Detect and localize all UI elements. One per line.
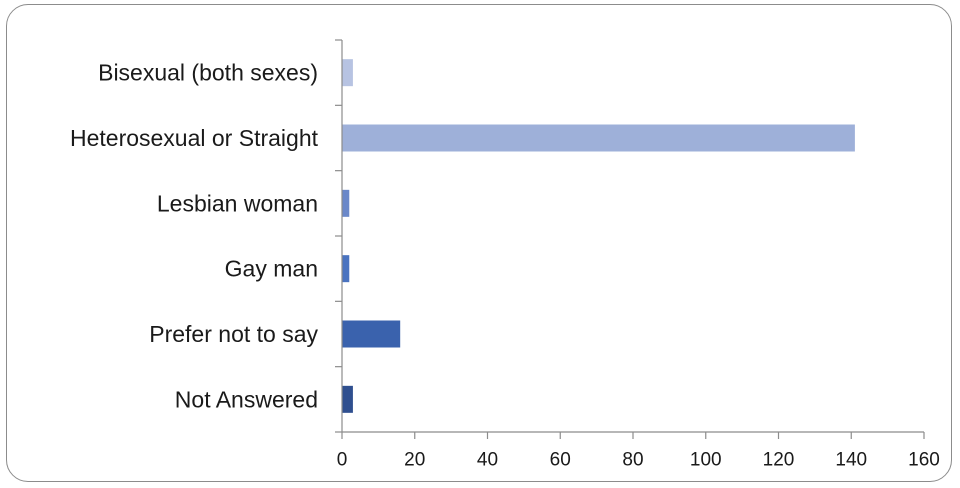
category-label: Heterosexual or Straight <box>70 125 319 151</box>
bar <box>342 255 350 283</box>
x-tick-label: 140 <box>835 450 867 471</box>
category-label: Gay man <box>225 256 318 282</box>
bar <box>342 59 353 87</box>
category-label: Prefer not to say <box>149 321 318 347</box>
x-tick-label: 120 <box>763 450 795 471</box>
x-tick-label: 80 <box>622 450 643 471</box>
category-label: Not Answered <box>175 386 318 412</box>
x-tick-label: 0 <box>337 450 348 471</box>
x-tick-labels: 0 20 40 60 80 100 120 140 160 <box>337 450 940 471</box>
x-tick-label: 100 <box>690 450 722 471</box>
x-tick-label: 60 <box>550 450 571 471</box>
bar <box>342 124 855 152</box>
axes <box>335 39 925 439</box>
x-tick-label: 160 <box>908 450 940 471</box>
bars <box>342 59 855 413</box>
category-label: Bisexual (both sexes) <box>98 60 318 86</box>
x-tick-label: 40 <box>477 450 498 471</box>
x-tick-label: 20 <box>404 450 425 471</box>
bar <box>342 189 350 217</box>
category-label: Lesbian woman <box>157 190 318 216</box>
bar <box>342 385 353 413</box>
category-labels: Bisexual (both sexes) Heterosexual or Str… <box>70 60 319 413</box>
bar <box>342 320 401 348</box>
chart-frame <box>6 4 952 482</box>
